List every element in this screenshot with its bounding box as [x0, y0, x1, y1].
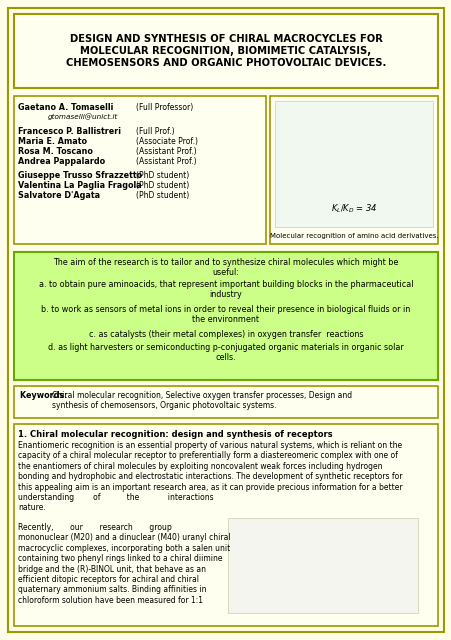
Text: a. to obtain pure aminoacids, that represent important building blocks in the ph: a. to obtain pure aminoacids, that repre…	[39, 280, 412, 300]
Bar	[269, 96, 437, 244]
Text: (Assistant Prof.): (Assistant Prof.)	[136, 147, 196, 156]
Text: DESIGN AND SYNTHESIS OF CHIRAL MACROCYCLES FOR
MOLECULAR RECOGNITION, BIOMIMETIC: DESIGN AND SYNTHESIS OF CHIRAL MACROCYCL…	[66, 35, 385, 68]
Text: Chiral molecular recognition, Selective oxygen transfer processes, Design and
sy: Chiral molecular recognition, Selective …	[52, 391, 351, 410]
Text: Rosa M. Toscano: Rosa M. Toscano	[18, 147, 92, 156]
Text: Gaetano A. Tomaselli: Gaetano A. Tomaselli	[18, 103, 113, 112]
Bar	[274, 101, 432, 227]
Bar	[14, 96, 265, 244]
Text: Keywords:: Keywords:	[20, 391, 70, 400]
Text: (PhD student): (PhD student)	[136, 181, 189, 190]
Text: (Associate Prof.): (Associate Prof.)	[136, 137, 198, 146]
Text: Molecular recognition of amino acid derivatives.: Molecular recognition of amino acid deri…	[269, 233, 437, 239]
Text: b. to work as sensors of metal ions in order to reveal their presence in biologi: b. to work as sensors of metal ions in o…	[41, 305, 410, 324]
Text: Giuseppe Trusso Sfrazzetto: Giuseppe Trusso Sfrazzetto	[18, 171, 142, 180]
Text: Salvatore D'Agata: Salvatore D'Agata	[18, 191, 100, 200]
Text: (Assistant Prof.): (Assistant Prof.)	[136, 157, 196, 166]
Text: (PhD student): (PhD student)	[136, 191, 189, 200]
Text: gtomaselli@unict.it: gtomaselli@unict.it	[48, 113, 118, 120]
Text: $K_L/K_D$ = 34: $K_L/K_D$ = 34	[330, 202, 377, 215]
Bar	[227, 518, 417, 613]
Text: Recently,       our       research       group
mononuclear (M20) and a dinuclear: Recently, our research group mononuclear…	[18, 523, 230, 605]
Text: Enantiomeric recognition is an essential property of various natural systems, wh: Enantiomeric recognition is an essential…	[18, 441, 402, 513]
Bar	[14, 424, 437, 626]
Bar	[14, 14, 437, 88]
Text: Valentina La Paglia Fragola: Valentina La Paglia Fragola	[18, 181, 142, 190]
Text: c. as catalysts (their metal complexes) in oxygen transfer  reactions: c. as catalysts (their metal complexes) …	[88, 330, 363, 339]
Bar	[14, 386, 437, 418]
Text: (Full Professor): (Full Professor)	[136, 103, 193, 112]
Text: 1. Chiral molecular recognition: design and synthesis of receptors: 1. Chiral molecular recognition: design …	[18, 430, 332, 439]
Text: Maria E. Amato: Maria E. Amato	[18, 137, 87, 146]
Text: The aim of the research is to tailor and to synthesize chiral molecules which mi: The aim of the research is to tailor and…	[53, 258, 398, 277]
Text: (PhD student): (PhD student)	[136, 171, 189, 180]
Text: d. as light harvesters or semiconducting p-conjugated organic materials in organ: d. as light harvesters or semiconducting…	[48, 343, 403, 362]
Bar	[14, 252, 437, 380]
Text: Francesco P. Ballistreri: Francesco P. Ballistreri	[18, 127, 121, 136]
Text: (Full Prof.): (Full Prof.)	[136, 127, 174, 136]
Text: Andrea Pappalardo: Andrea Pappalardo	[18, 157, 105, 166]
